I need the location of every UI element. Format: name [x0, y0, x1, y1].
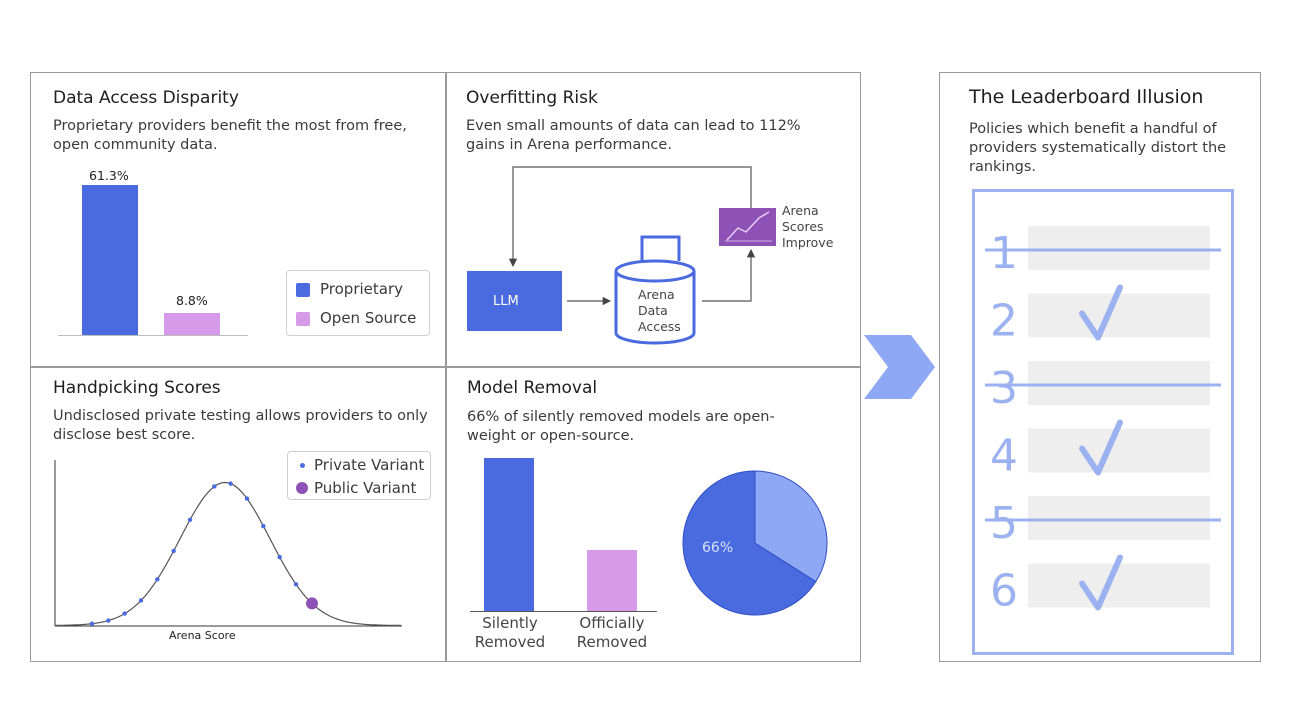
conclusion-subtitle: Policies which benefit a handful of prov…	[969, 121, 1227, 175]
rank-row-bg	[1028, 428, 1210, 473]
bar-baseline	[58, 335, 248, 336]
legend-swatch-open-source	[296, 312, 310, 326]
data-to-scores-arrow	[702, 248, 756, 302]
pie-slice-1	[754, 470, 828, 583]
silently-removed-bar	[484, 458, 534, 611]
conclusion-title: The Leaderboard Illusion	[969, 86, 1204, 108]
private-variant-point	[106, 618, 111, 623]
check-icon	[1079, 554, 1123, 611]
database-icon	[614, 271, 696, 345]
removal-baseline	[470, 611, 657, 612]
rank-number: 6	[990, 566, 1018, 617]
arena-data-line-3: Access	[638, 319, 681, 334]
arena-data-line-1: Arena	[638, 287, 675, 302]
overfitting-subtitle: Even small amounts of data can lead to 1…	[466, 118, 801, 153]
legend-swatch-proprietary	[296, 283, 310, 297]
overfitting-title: Overfitting Risk	[466, 88, 598, 108]
legend-label-proprietary: Proprietary	[320, 280, 403, 298]
ranking-list: 1 2 3 4 5 6	[985, 226, 1221, 617]
rank-number: 2	[990, 296, 1018, 347]
llm-label: LLM	[493, 294, 519, 309]
officially-removed-bar	[587, 549, 637, 611]
bell-curve-line	[55, 481, 401, 626]
legend-dot-private	[300, 463, 305, 468]
arena-scores-line-3: Improve	[782, 235, 834, 250]
open-source-bar	[164, 313, 220, 335]
handpicking-title: Handpicking Scores	[53, 378, 221, 398]
bell-curve-chart	[54, 460, 402, 627]
rank-number: 5	[990, 498, 1018, 549]
ranking-card	[972, 189, 1234, 655]
officially-removed-label-1: Officially	[579, 614, 645, 632]
proprietary-bar	[82, 185, 138, 335]
rank-row-bg	[1028, 226, 1210, 270]
overfitting-diagram	[467, 166, 776, 345]
x-axis-label: Arena Score	[169, 629, 236, 642]
private-variant-point	[155, 577, 160, 582]
silently-removed-label-2: Removed	[474, 633, 546, 651]
llm-box	[467, 271, 562, 331]
private-variant-point	[277, 554, 282, 560]
model-removal-title: Model Removal	[467, 378, 598, 398]
feedback-loop-arrow	[508, 166, 752, 268]
private-variant-point	[187, 517, 193, 523]
handpicking-subtitle: Undisclosed private testing allows provi…	[53, 408, 428, 443]
check-icon	[1079, 284, 1123, 341]
arena-scores-line-2: Scores	[782, 219, 824, 234]
horizontal-divider	[30, 366, 861, 368]
silently-removed-label-1: Silently	[482, 614, 538, 632]
rank-number: 3	[990, 363, 1018, 414]
private-variant-point	[244, 496, 250, 501]
private-variant-point	[293, 582, 299, 587]
legend-label-private: Private Variant	[314, 456, 425, 474]
private-variant-point	[138, 598, 144, 603]
legend-label-public: Public Variant	[314, 479, 417, 497]
rank-row-bg	[1028, 293, 1210, 338]
private-variant-point	[171, 548, 176, 554]
data-access-title: Data Access Disparity	[53, 88, 239, 108]
model-removal-subtitle: 66% of silently removed models are open-…	[467, 409, 775, 444]
private-variant-point	[261, 523, 266, 529]
chevron-right-icon	[864, 335, 935, 399]
rank-row-bg	[1028, 563, 1210, 608]
arena-data-line-2: Data	[638, 303, 668, 318]
rank-row-bg	[1028, 496, 1210, 540]
pie-slice-0	[682, 470, 817, 616]
legend-label-open-source: Open Source	[320, 309, 417, 327]
data-access-legend: Proprietary Open Source	[286, 270, 430, 336]
arena-scores-line-1: Arena	[782, 203, 819, 218]
rank-number: 4	[990, 431, 1018, 482]
legend-dot-public	[296, 482, 308, 494]
private-variant-point	[212, 484, 217, 489]
handpicking-legend: Private Variant Public Variant	[287, 451, 431, 500]
data-access-subtitle: Proprietary providers benefit the most f…	[53, 118, 407, 153]
check-icon	[1079, 419, 1123, 476]
pie-slice-label-66: 66%	[702, 540, 734, 556]
removal-pie-chart	[682, 470, 828, 616]
private-variant-point	[89, 621, 95, 626]
rank-number: 1	[990, 228, 1018, 279]
open-source-value-label: 8.8%	[176, 293, 208, 308]
officially-removed-label-2: Removed	[576, 633, 648, 651]
proprietary-value-label: 61.3%	[89, 168, 129, 183]
public-variant-point	[306, 597, 318, 610]
private-variant-point	[122, 611, 127, 616]
private-variant-point	[228, 481, 233, 486]
rank-row-bg	[1028, 361, 1210, 405]
database-handle	[640, 235, 681, 261]
